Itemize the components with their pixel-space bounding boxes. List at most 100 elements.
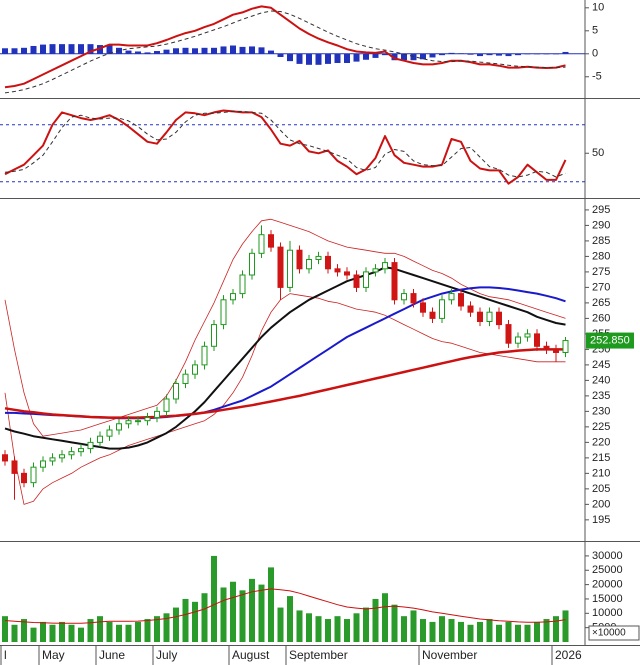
bar [40, 621, 46, 642]
candle-body [201, 345, 208, 366]
bar [344, 53, 350, 63]
bar [420, 53, 426, 60]
bar [125, 624, 132, 642]
bar [239, 590, 246, 642]
bar [277, 607, 284, 642]
candle-body [230, 293, 236, 301]
candle-body [401, 293, 407, 301]
y-tick-label: 10 [592, 2, 604, 14]
bar [125, 50, 132, 54]
candle-body [2, 454, 8, 462]
y-tick-label: 15000 [592, 593, 623, 605]
bar [201, 593, 208, 642]
bar [2, 48, 8, 54]
last-price-label: 252.850 [590, 334, 630, 346]
y-tick-label: 50 [592, 147, 604, 159]
bar [173, 607, 179, 642]
indicator-line [4, 109, 567, 185]
candle-body [135, 420, 141, 423]
y-tick-label: 230 [592, 405, 610, 417]
y-tick-label: 0 [592, 48, 598, 60]
candle-body [97, 435, 103, 443]
candle-body [173, 382, 179, 400]
bar [30, 45, 37, 54]
bar [230, 45, 236, 54]
last-price-box [586, 332, 634, 349]
x-tick-label: May [42, 648, 65, 662]
y-tick-label: 205 [592, 483, 610, 495]
bar [287, 53, 293, 62]
bar [458, 621, 464, 642]
y-tick-label: 210 [592, 467, 610, 479]
candle-body [543, 345, 550, 350]
y-tick-label: 220 [592, 436, 610, 448]
y-tick-label: 30000 [592, 550, 623, 562]
candle-body [78, 448, 84, 453]
candle-body [21, 472, 27, 484]
unit-box [588, 625, 640, 641]
bar [144, 619, 151, 642]
bar [154, 616, 160, 642]
bar [496, 53, 502, 56]
bar [477, 621, 483, 642]
bar [220, 587, 227, 642]
candle-body [192, 364, 198, 375]
bar [505, 621, 512, 642]
candle-body [11, 460, 18, 474]
y-tick-label: 195 [592, 514, 610, 526]
bar [382, 53, 388, 56]
bar [249, 578, 255, 642]
y-tick-label: 235 [592, 390, 610, 402]
x-tick-label: July [156, 648, 177, 662]
candle-body [562, 340, 569, 353]
bar [353, 613, 360, 642]
bar [353, 53, 360, 62]
candle-body [144, 417, 151, 422]
bar [40, 44, 46, 54]
bar [30, 627, 37, 642]
candle-body [410, 293, 417, 304]
candle-body [68, 451, 75, 456]
bar [534, 53, 540, 55]
candle-body [420, 302, 426, 313]
bar [201, 47, 208, 54]
bar [401, 53, 407, 61]
y-tick-label: 225 [592, 421, 610, 433]
candle-body [477, 311, 483, 322]
bar [106, 45, 113, 54]
bar [239, 46, 246, 54]
candle-body [125, 420, 132, 425]
bar [439, 53, 445, 56]
y-tick-label: 215 [592, 452, 610, 464]
indicator-line [4, 348, 566, 419]
candle-body [496, 311, 502, 326]
bar [163, 49, 170, 54]
bar [135, 51, 141, 54]
candle-body [515, 336, 521, 344]
x-tick-label: 2026 [555, 648, 582, 662]
y-tick-label: 260 [592, 312, 610, 324]
bar [553, 616, 559, 642]
candle-body [344, 271, 350, 276]
candle-body [163, 398, 170, 412]
bar [477, 53, 483, 57]
y-tick-label: 240 [592, 374, 610, 386]
x-tick-label: August [232, 648, 270, 662]
bar [144, 52, 151, 54]
candle-body [106, 429, 113, 437]
candle-body [534, 333, 540, 347]
bar [315, 616, 322, 642]
bar [173, 48, 179, 54]
indicator-line [4, 266, 566, 450]
bar [182, 598, 189, 642]
bar [68, 44, 75, 54]
bar [458, 53, 464, 54]
bar [135, 621, 141, 642]
bar [296, 53, 303, 64]
bar [543, 619, 550, 642]
bar [68, 624, 75, 642]
bar [562, 51, 569, 54]
candle-body [249, 252, 255, 276]
candle-body [524, 333, 531, 338]
y-tick-label: 25000 [592, 564, 623, 576]
